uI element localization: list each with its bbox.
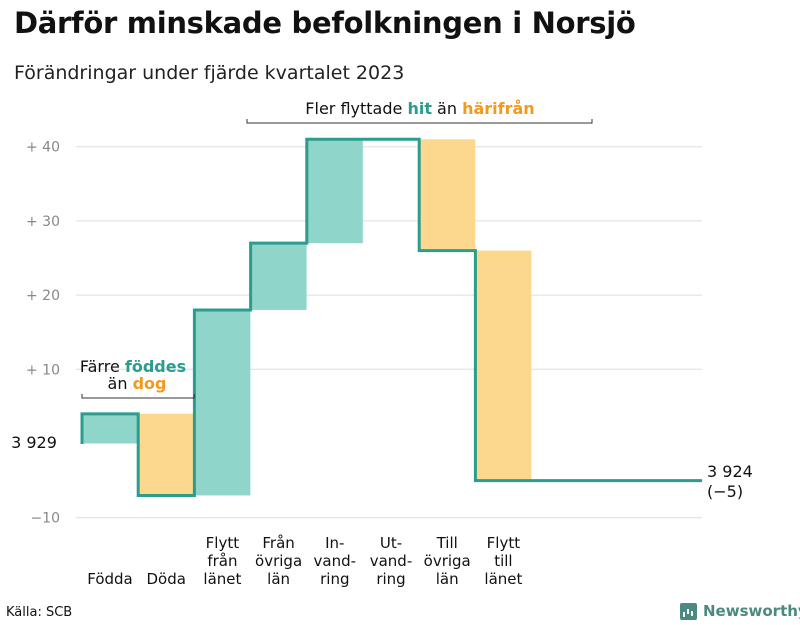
bar [250,243,307,310]
y-tick-label: −10 [30,511,60,527]
category-label: Från [262,534,294,552]
annotation-span: än [108,374,133,393]
brand-logo: Newsworthy [680,602,800,620]
category-label: från [207,552,237,570]
y-tick-label: + 10 [26,362,60,378]
category-label: vand- [370,552,413,570]
category-label: Födda [87,570,133,588]
annotation-births-bracket [81,394,195,399]
category-label: In- [325,534,344,552]
chart-subtitle: Förändringar under fjärde kvartalet 2023 [14,62,405,84]
annotation-span: Fler flyttade [305,99,407,118]
category-label: Ut- [380,534,402,552]
category-label: Flytt [487,534,521,552]
category-label: till [494,552,512,570]
source-note: Källa: SCB [6,605,73,620]
bar [138,413,195,496]
category-label: Döda [146,570,185,588]
brand-name: Newsworthy [703,602,800,620]
category-label: länet [484,570,522,588]
bar [475,250,532,481]
bar [194,309,251,496]
annotation-span: härifrån [462,99,535,118]
annotation-span: Färre [80,357,125,376]
chart-title: Därför minskade befolkningen i Norsjö [14,6,636,40]
annotation-span: än [432,99,462,118]
category-label: övriga [255,552,302,570]
end-value-label: 3 924 [707,462,753,481]
annotation-migration-text: Fler flyttade hit än härifrån [305,99,534,118]
category-label: vand- [314,552,357,570]
annotation-span: dog [133,374,167,393]
y-tick-label: + 40 [26,140,60,156]
category-label: ring [376,570,405,588]
bar [306,139,363,244]
annotation-span: föddes [125,357,186,376]
category-label: Till [436,534,458,552]
cumulative-line [80,137,702,497]
category-label: län [267,570,290,588]
bar [419,139,476,251]
end-change-label: (−5) [707,482,743,501]
annotation-births-line2: än dog [108,374,167,393]
annotation-births-line1: Färre föddes [80,357,186,376]
start-value-label: 3 929 [11,433,57,452]
category-label: övriga [424,552,471,570]
category-label: länet [203,570,241,588]
annotation-migration-bracket [246,119,593,124]
bar [82,413,138,444]
newsworthy-logo-icon [680,602,697,620]
y-tick-label: + 30 [26,214,60,230]
annotation-span: hit [407,99,432,118]
category-label: Flytt [206,534,240,552]
category-label: län [436,570,459,588]
category-label: ring [320,570,349,588]
y-tick-label: + 20 [26,288,60,304]
